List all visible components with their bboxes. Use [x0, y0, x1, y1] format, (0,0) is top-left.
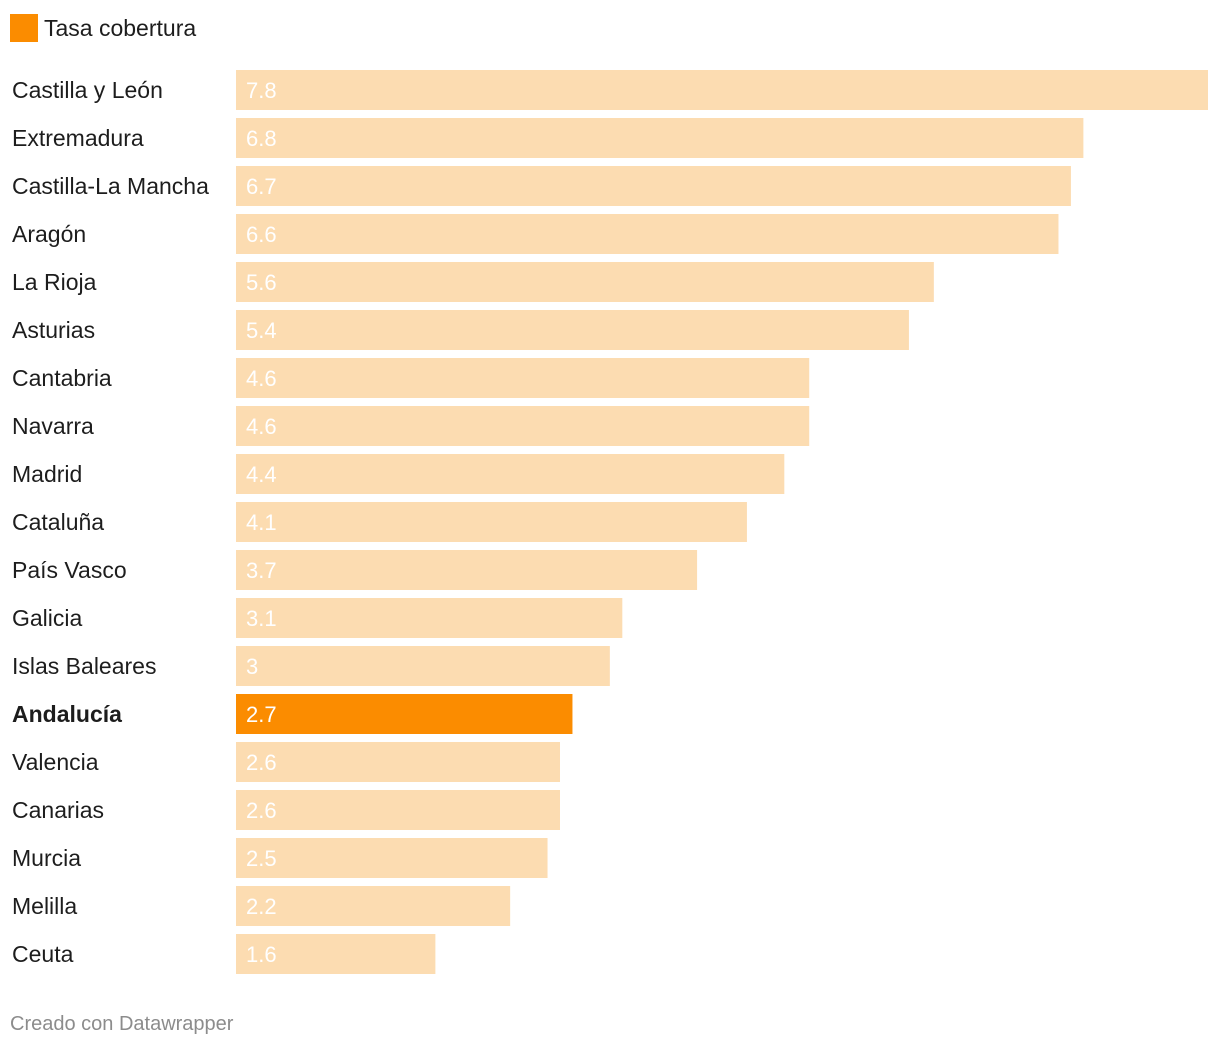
- value-label: 4.6: [246, 366, 277, 391]
- bar-row: Madrid 4.4: [12, 454, 785, 494]
- bar: [236, 214, 1059, 254]
- footer-credit: Creado con Datawrapper: [10, 1013, 234, 1035]
- legend: Tasa cobertura: [10, 14, 196, 42]
- value-label: 6.7: [246, 174, 277, 199]
- bar: [236, 502, 747, 542]
- category-label: Cantabria: [12, 365, 112, 391]
- bar-row: Murcia 2.5: [12, 838, 548, 878]
- category-label: Cataluña: [12, 509, 104, 535]
- value-label: 4.1: [246, 510, 277, 535]
- category-label: País Vasco: [12, 557, 127, 583]
- bar: [236, 262, 934, 302]
- bar: [236, 406, 810, 446]
- bar-row: Castilla y León 7.8: [12, 70, 1208, 110]
- bar: [236, 118, 1084, 158]
- category-label: Islas Baleares: [12, 653, 156, 679]
- value-label: 3.7: [246, 558, 277, 583]
- bar-row: Cataluña 4.1: [12, 502, 747, 542]
- category-label: La Rioja: [12, 269, 97, 295]
- bar-row: Aragón 6.6: [12, 214, 1059, 254]
- category-label: Asturias: [12, 317, 95, 343]
- category-label: Andalucía: [12, 701, 122, 727]
- category-label: Melilla: [12, 893, 77, 919]
- bar: [236, 70, 1208, 110]
- bar-row: Castilla-La Mancha 6.7: [12, 166, 1071, 206]
- category-label: Navarra: [12, 413, 94, 439]
- bar-row: Navarra 4.6: [12, 406, 810, 446]
- bar-row: Islas Baleares 3: [12, 646, 610, 686]
- bar: [236, 358, 810, 398]
- bar-row: Cantabria 4.6: [12, 358, 810, 398]
- category-label: Castilla-La Mancha: [12, 173, 209, 199]
- bar: [236, 598, 623, 638]
- value-label: 5.6: [246, 270, 277, 295]
- value-label: 7.8: [246, 78, 277, 103]
- value-label: 2.5: [246, 846, 277, 871]
- bar: [236, 838, 548, 878]
- value-label: 6.6: [246, 222, 277, 247]
- value-label: 2.2: [246, 894, 277, 919]
- legend-swatch: [10, 14, 38, 42]
- bar: [236, 550, 698, 590]
- category-label: Murcia: [12, 845, 81, 871]
- bar-row: La Rioja 5.6: [12, 262, 934, 302]
- category-label: Extremadura: [12, 125, 144, 151]
- value-label: 6.8: [246, 126, 277, 151]
- value-label: 3: [246, 654, 258, 679]
- bar: [236, 166, 1071, 206]
- bar: [236, 454, 785, 494]
- value-label: 4.6: [246, 414, 277, 439]
- bar-row: Asturias 5.4: [12, 310, 909, 350]
- value-label: 2.6: [246, 798, 277, 823]
- value-label: 2.6: [246, 750, 277, 775]
- category-label: Valencia: [12, 749, 99, 775]
- bar-row: Canarias 2.6: [12, 790, 560, 830]
- category-label: Galicia: [12, 605, 83, 631]
- bar: [236, 646, 610, 686]
- bar-row: Ceuta 1.6: [12, 934, 436, 974]
- category-label: Madrid: [12, 461, 82, 487]
- bar: [236, 694, 573, 734]
- category-label: Canarias: [12, 797, 104, 823]
- bar-row: Melilla 2.2: [12, 886, 511, 926]
- bar: [236, 310, 909, 350]
- bar: [236, 790, 560, 830]
- bar-row: Andalucía 2.7: [12, 694, 573, 734]
- bar: [236, 742, 560, 782]
- bar-row: Extremadura 6.8: [12, 118, 1084, 158]
- value-label: 5.4: [246, 318, 277, 343]
- bar-row: Galicia 3.1: [12, 598, 623, 638]
- category-label: Aragón: [12, 221, 86, 247]
- value-label: 3.1: [246, 606, 277, 631]
- legend-label: Tasa cobertura: [44, 14, 197, 41]
- category-label: Ceuta: [12, 941, 74, 967]
- category-label: Castilla y León: [12, 77, 163, 103]
- bar-row: País Vasco 3.7: [12, 550, 698, 590]
- bar-row: Valencia 2.6: [12, 742, 560, 782]
- bar: [236, 886, 511, 926]
- bar: [236, 934, 436, 974]
- value-label: 2.7: [246, 702, 277, 727]
- bar-chart: Castilla y León 7.8 Extremadura 6.8 Castilla…: [12, 70, 1208, 974]
- value-label: 1.6: [246, 942, 277, 967]
- value-label: 4.4: [246, 462, 277, 487]
